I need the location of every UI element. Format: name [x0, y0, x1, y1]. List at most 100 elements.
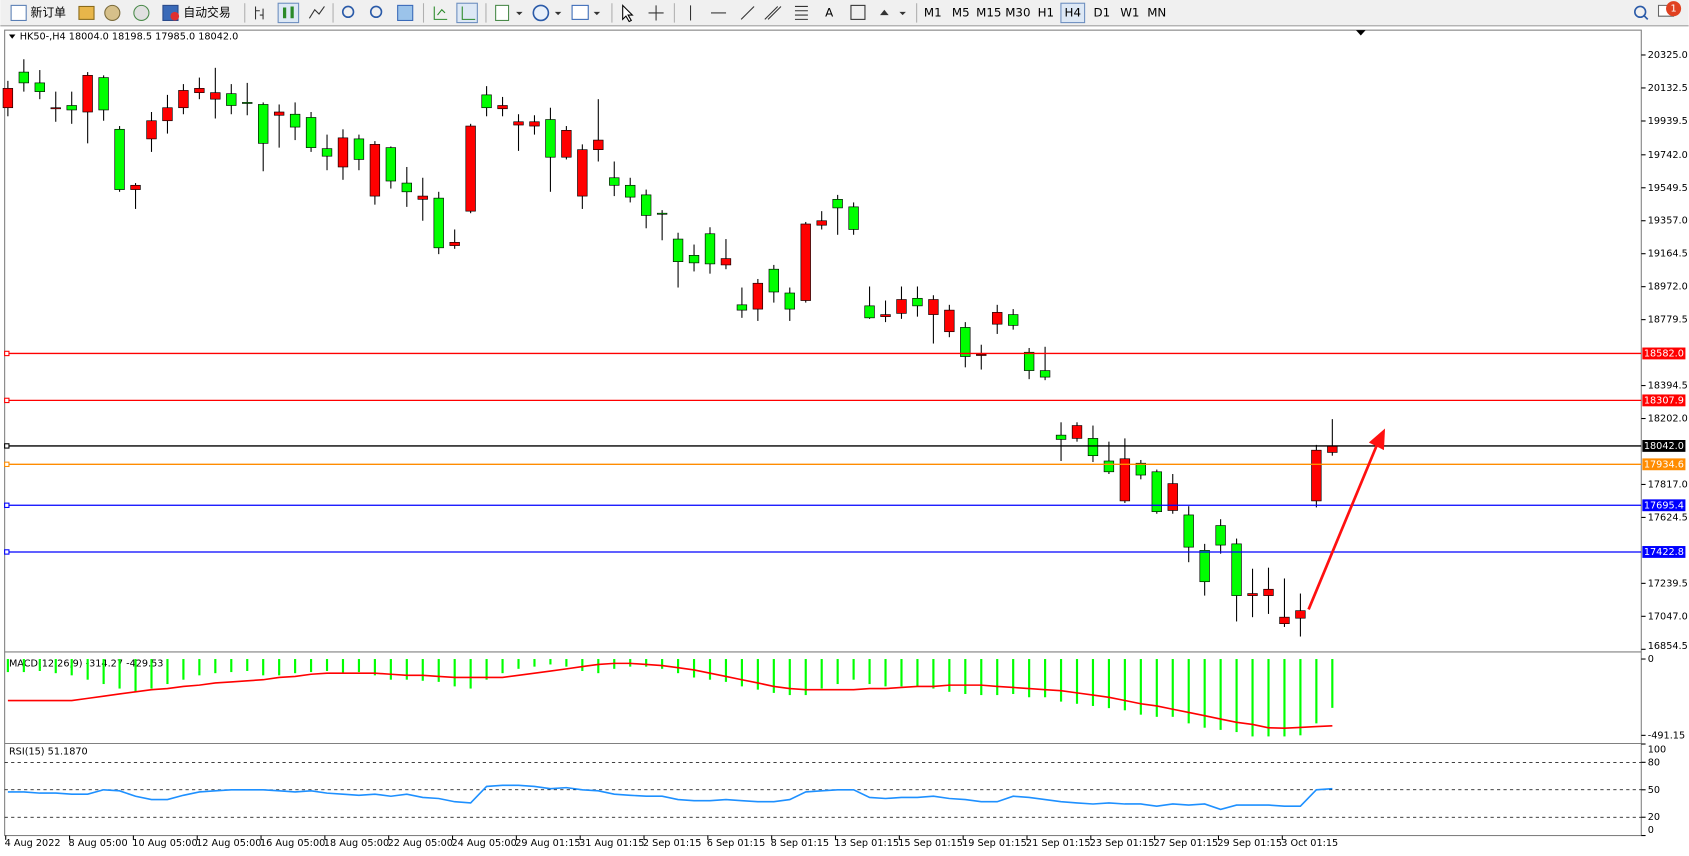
histogram-bar [485, 659, 488, 680]
level-label-box [1642, 458, 1686, 471]
auto-trading-button[interactable]: 自动交易 [162, 4, 231, 21]
x-tick-label: 19 Sep 01:15 [962, 838, 1027, 849]
candle-body [640, 194, 652, 216]
x-tick-label: 24 Aug 05:00 [451, 838, 516, 849]
timeframe-button[interactable]: MN [1147, 5, 1166, 19]
histogram-bar [1171, 659, 1174, 717]
histogram-bar [294, 659, 297, 674]
histogram-bar [325, 659, 329, 671]
auto-trading-label: 自动交易 [183, 5, 230, 19]
text-tool[interactable]: A [825, 5, 833, 19]
x-tick-label: 8 Sep 01:15 [771, 838, 830, 849]
level-label: 18042.0 [1644, 441, 1684, 452]
x-tick-label: 3 Oct 01:15 [1281, 838, 1338, 849]
histogram-bar [405, 659, 408, 680]
candle-body [609, 177, 620, 186]
candle-body [82, 75, 93, 113]
indicator-line [7, 662, 1333, 730]
candle-body [34, 82, 45, 92]
timeframe-button[interactable]: D1 [1094, 5, 1111, 19]
candle-body [130, 184, 141, 190]
histogram-bar [501, 659, 504, 674]
y-tick-label: 50 [1648, 785, 1660, 796]
candle-tool-active[interactable] [277, 2, 300, 24]
candle-body [1119, 458, 1131, 502]
histogram-bar [820, 659, 823, 689]
timeframe-button[interactable]: M5 [952, 5, 970, 19]
histogram-bar [1203, 659, 1206, 728]
timeframe-button[interactable]: H4 [1065, 5, 1081, 19]
zoom-out[interactable] [369, 5, 383, 19]
timeframe-button[interactable]: H1 [1038, 5, 1054, 19]
candle-body [369, 144, 381, 197]
search[interactable] [1634, 5, 1647, 19]
zoom-in[interactable] [341, 5, 355, 19]
candle-body [433, 197, 444, 249]
y-tick-label: 80 [1648, 757, 1660, 768]
candle-body [832, 199, 843, 209]
histogram-bar [230, 659, 233, 673]
new-order-button[interactable]: 新订单 [10, 4, 66, 21]
line-chart-tool[interactable] [308, 6, 325, 19]
candle-body [353, 138, 365, 160]
candle-body [178, 90, 189, 109]
histogram-bar [389, 659, 392, 680]
y-tick-label: 20 [1648, 812, 1660, 823]
candle-body [162, 107, 173, 122]
bar-chart-tool[interactable] [254, 6, 264, 20]
label-tool[interactable] [850, 4, 866, 20]
periods-menu[interactable] [532, 4, 550, 22]
x-tick-label: 6 Sep 01:15 [707, 838, 766, 849]
histogram-bar [70, 659, 73, 676]
macd-title: MACD(12,26,9) -314.27 -429.53 [9, 658, 164, 669]
chart-menu-triangle[interactable] [8, 34, 16, 39]
candle-body [1008, 314, 1019, 326]
candle-body [66, 105, 77, 111]
histogram-bar [597, 659, 600, 674]
y-tick-label: 16854.5 [1648, 641, 1688, 652]
candle-body [1103, 460, 1115, 473]
timeframe-button[interactable]: M1 [924, 5, 942, 19]
trendline-tool[interactable] [740, 6, 755, 20]
arrow-head [1368, 428, 1386, 451]
channel-tool[interactable] [764, 6, 782, 20]
chart-window [0, 26, 1689, 856]
timeframe-button[interactable]: M15 [976, 5, 1001, 19]
histogram-bar [740, 659, 743, 687]
level-label: 18582.0 [1644, 348, 1684, 359]
candle-body [529, 121, 540, 127]
level-handle [4, 443, 10, 449]
indicators-menu[interactable] [495, 4, 510, 21]
cursor-tool[interactable] [622, 4, 634, 23]
fibo-tool[interactable] [794, 5, 808, 20]
crosshair-tool[interactable] [648, 5, 664, 21]
arrows-menu[interactable] [880, 9, 889, 16]
candle-body [593, 139, 604, 150]
y-tick-label: 17624.5 [1648, 512, 1688, 523]
y-tick-label: 17239.5 [1648, 578, 1688, 589]
metaeditor-icon[interactable] [78, 5, 95, 20]
navigator-icon[interactable] [104, 4, 121, 21]
x-tick-label: 13 Sep 01:15 [834, 838, 899, 849]
level-label-box [1642, 546, 1686, 558]
candle-body [816, 220, 827, 226]
tile-windows[interactable] [397, 4, 414, 21]
candle-body [1039, 370, 1051, 378]
candle-body [1295, 610, 1306, 619]
x-tick-label: 29 Aug 01:15 [515, 838, 580, 849]
timeframe-button[interactable]: W1 [1120, 5, 1139, 19]
candle-body [465, 125, 476, 212]
autoscroll[interactable] [433, 6, 448, 20]
candle-body [273, 111, 285, 116]
market-icon[interactable] [133, 4, 150, 21]
candle-body [561, 130, 572, 158]
templates-menu[interactable] [571, 4, 589, 20]
candle-body [497, 105, 508, 110]
candle-body [672, 238, 684, 262]
candle-body [577, 149, 588, 197]
histogram-bar [756, 659, 759, 690]
notification-badge[interactable] [1666, 1, 1682, 17]
timeframe-button[interactable]: M30 [1005, 5, 1030, 19]
candle-body [1311, 449, 1322, 502]
